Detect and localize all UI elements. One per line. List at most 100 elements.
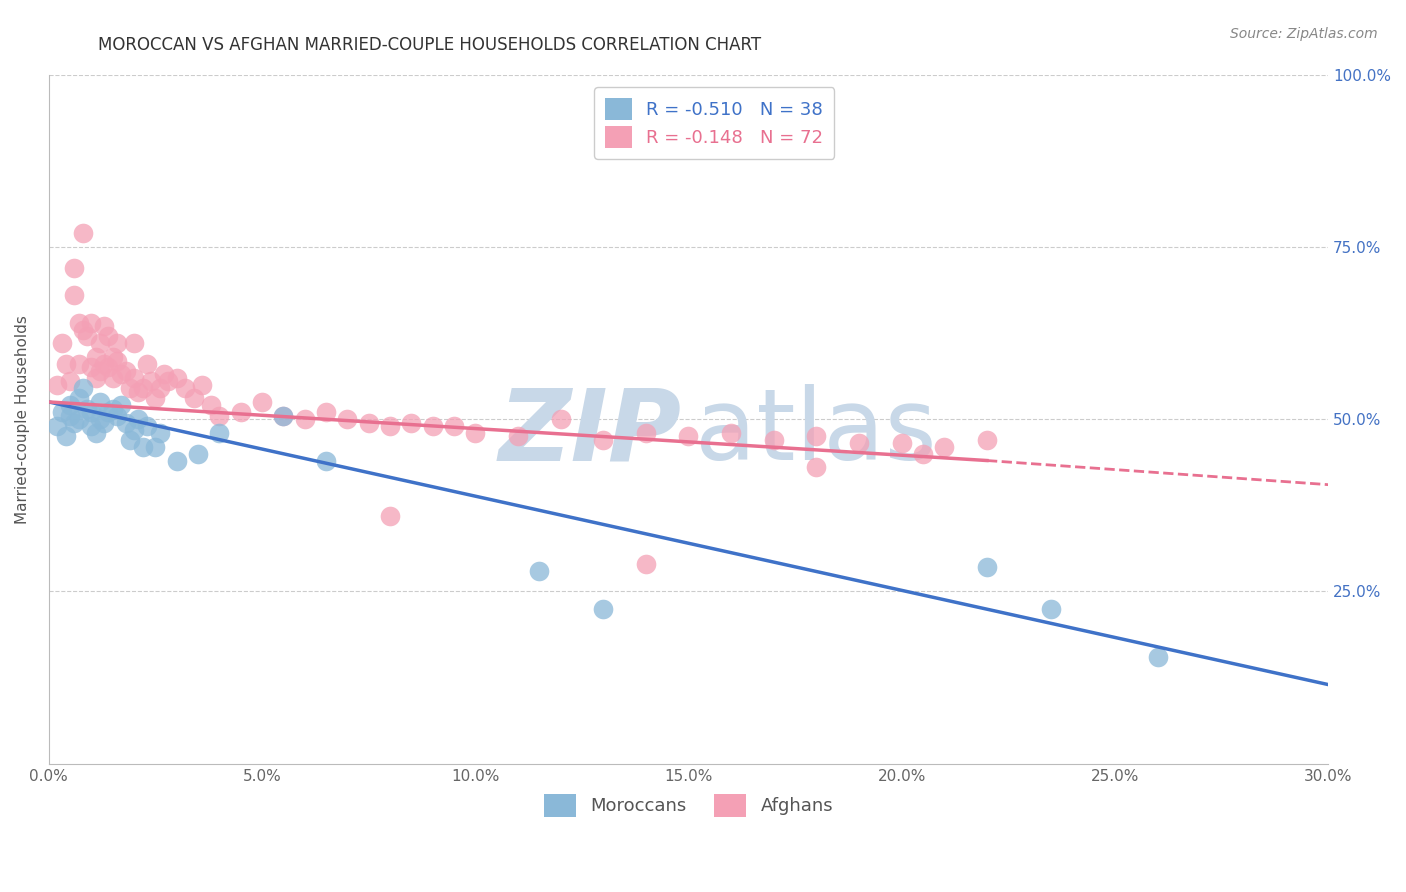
Point (890, 436, 912, 450)
Point (55, 357, 77, 371)
Point (67, 412, 90, 426)
Point (145, 440, 167, 454)
Point (464, 425, 486, 440)
Point (72, 226, 94, 240)
Point (357, 416, 380, 430)
Point (127, 412, 149, 426)
Point (294, 412, 316, 426)
Point (101, 350, 124, 364)
Point (89, 336, 111, 351)
Text: ZIP: ZIP (499, 384, 682, 482)
Point (97, 329, 120, 343)
Point (1039, 601, 1062, 615)
Point (114, 416, 136, 430)
Point (149, 381, 172, 395)
Point (46, 419, 69, 434)
Point (63, 416, 86, 430)
Y-axis label: Married-couple Households: Married-couple Households (15, 315, 30, 524)
Point (76, 401, 98, 416)
Point (89, 395, 111, 409)
Point (806, 429, 828, 443)
Point (97, 405, 120, 419)
Point (97, 360, 120, 375)
Point (51, 405, 73, 419)
Legend: Moroccans, Afghans: Moroccans, Afghans (536, 788, 841, 823)
Point (101, 371, 124, 385)
Point (527, 564, 550, 578)
Point (55, 429, 77, 443)
Point (183, 392, 205, 406)
Point (105, 336, 128, 351)
Point (806, 460, 828, 475)
Point (336, 412, 359, 426)
Point (84, 371, 107, 385)
Point (634, 557, 657, 571)
Point (59, 374, 82, 388)
Point (378, 419, 401, 434)
Point (59, 398, 82, 412)
Point (592, 601, 614, 615)
Point (149, 425, 172, 440)
Point (80, 405, 103, 419)
Point (114, 364, 136, 378)
Point (118, 433, 141, 447)
Point (84, 350, 107, 364)
Point (131, 381, 153, 395)
Point (135, 419, 157, 434)
Point (550, 412, 572, 426)
Point (166, 371, 188, 385)
Point (118, 381, 141, 395)
Point (145, 392, 167, 406)
Point (72, 322, 94, 336)
Point (378, 508, 401, 523)
Point (443, 419, 465, 434)
Point (848, 436, 870, 450)
Point (399, 416, 422, 430)
Point (506, 429, 529, 443)
Point (131, 440, 153, 454)
Point (105, 353, 128, 368)
Point (46, 377, 69, 392)
Point (208, 425, 231, 440)
Point (934, 440, 956, 454)
Point (315, 405, 337, 419)
Point (157, 374, 180, 388)
Point (634, 425, 657, 440)
Point (59, 409, 82, 423)
Point (271, 409, 294, 423)
Point (315, 453, 337, 467)
Point (105, 409, 128, 423)
Point (976, 433, 998, 447)
Point (122, 371, 145, 385)
Point (110, 398, 132, 412)
Point (911, 447, 934, 461)
Point (110, 368, 132, 382)
Point (153, 368, 176, 382)
Point (1146, 650, 1168, 665)
Point (67, 316, 90, 330)
Point (229, 405, 252, 419)
Point (976, 560, 998, 574)
Text: atlas: atlas (695, 384, 936, 482)
Point (200, 398, 222, 412)
Text: MOROCCAN VS AFGHAN MARRIED-COUPLE HOUSEHOLDS CORRELATION CHART: MOROCCAN VS AFGHAN MARRIED-COUPLE HOUSEH… (98, 36, 762, 54)
Point (93, 319, 115, 334)
Point (67, 392, 90, 406)
Point (122, 423, 145, 437)
Point (250, 395, 273, 409)
Point (208, 409, 231, 423)
Point (51, 336, 73, 351)
Point (135, 357, 157, 371)
Point (422, 419, 444, 434)
Point (63, 260, 86, 275)
Point (93, 416, 115, 430)
Point (80, 316, 103, 330)
Point (174, 381, 197, 395)
Point (76, 329, 98, 343)
Point (271, 409, 294, 423)
Point (720, 425, 742, 440)
Text: Source: ZipAtlas.com: Source: ZipAtlas.com (1230, 27, 1378, 41)
Point (191, 377, 214, 392)
Point (122, 336, 145, 351)
Point (101, 401, 124, 416)
